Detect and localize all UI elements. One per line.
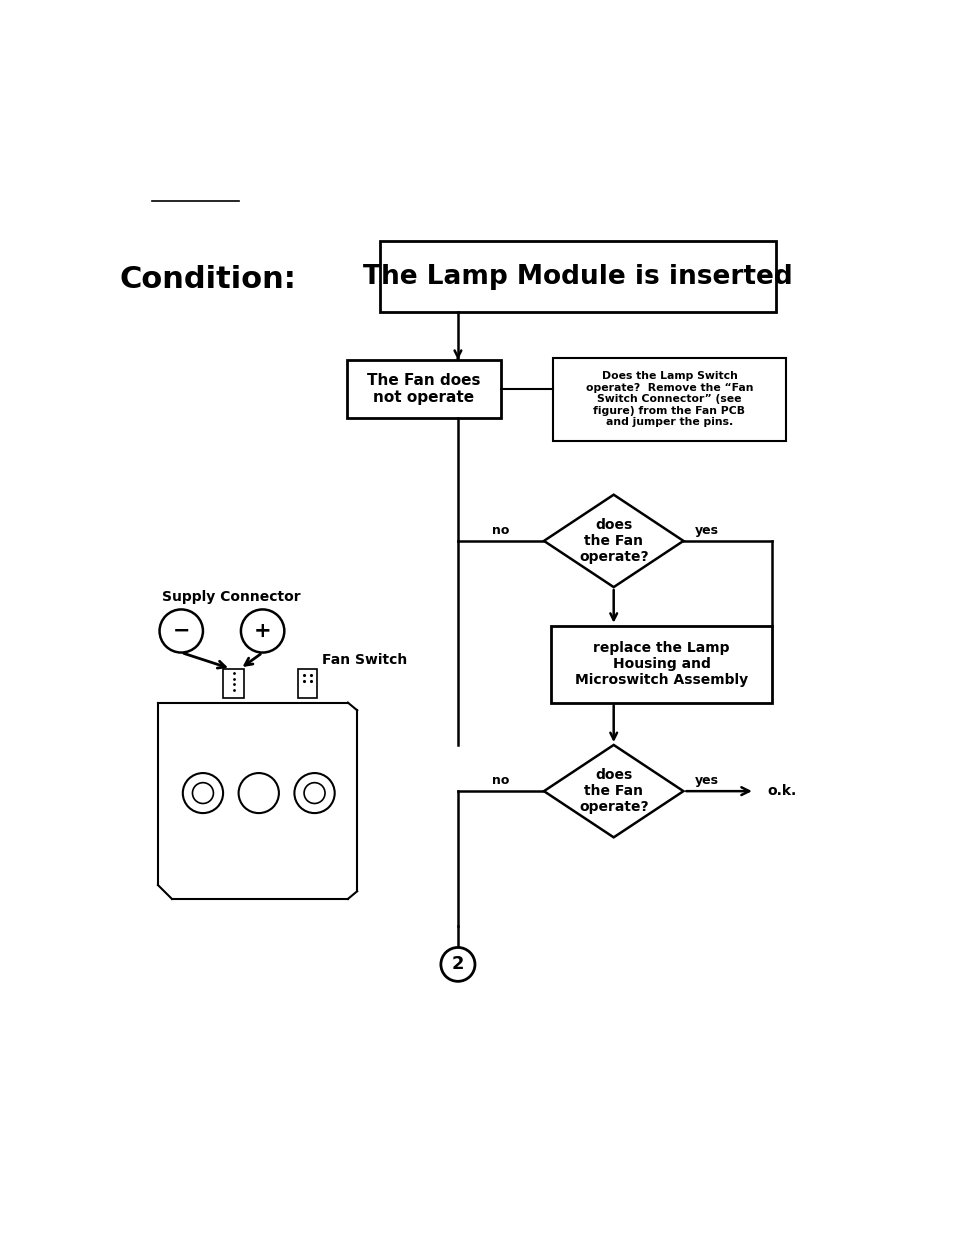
Text: Fan Switch: Fan Switch bbox=[322, 653, 407, 667]
Text: no: no bbox=[492, 524, 509, 537]
Bar bbox=[551, 626, 771, 703]
Circle shape bbox=[238, 773, 278, 813]
Text: Supply Connector: Supply Connector bbox=[162, 590, 300, 604]
Text: −: − bbox=[172, 621, 190, 641]
Bar bbox=[223, 668, 244, 698]
Polygon shape bbox=[543, 745, 682, 837]
Polygon shape bbox=[543, 495, 682, 587]
Text: The Fan does
not operate: The Fan does not operate bbox=[367, 373, 480, 405]
Circle shape bbox=[193, 783, 213, 804]
Circle shape bbox=[241, 609, 284, 652]
Circle shape bbox=[294, 773, 335, 813]
Text: +: + bbox=[253, 621, 272, 641]
Text: The Lamp Module is inserted: The Lamp Module is inserted bbox=[363, 264, 792, 290]
Text: does
the Fan
operate?: does the Fan operate? bbox=[578, 517, 648, 564]
Text: Condition:: Condition: bbox=[120, 264, 296, 294]
Text: yes: yes bbox=[694, 524, 718, 537]
Circle shape bbox=[183, 773, 223, 813]
Text: does
the Fan
operate?: does the Fan operate? bbox=[578, 768, 648, 814]
Bar bbox=[380, 241, 775, 312]
Bar bbox=[297, 668, 317, 698]
Circle shape bbox=[304, 783, 325, 804]
Text: no: no bbox=[492, 774, 509, 787]
Bar bbox=[553, 358, 785, 441]
Circle shape bbox=[159, 609, 203, 652]
Text: Does the Lamp Switch
operate?  Remove the “Fan
Switch Connector” (see
figure) fr: Does the Lamp Switch operate? Remove the… bbox=[585, 370, 753, 427]
Bar bbox=[347, 359, 500, 419]
Circle shape bbox=[440, 947, 475, 982]
Text: replace the Lamp
Housing and
Microswitch Assembly: replace the Lamp Housing and Microswitch… bbox=[575, 641, 747, 688]
Text: o.k.: o.k. bbox=[766, 784, 796, 798]
Text: yes: yes bbox=[694, 774, 718, 787]
Text: 2: 2 bbox=[451, 956, 464, 973]
